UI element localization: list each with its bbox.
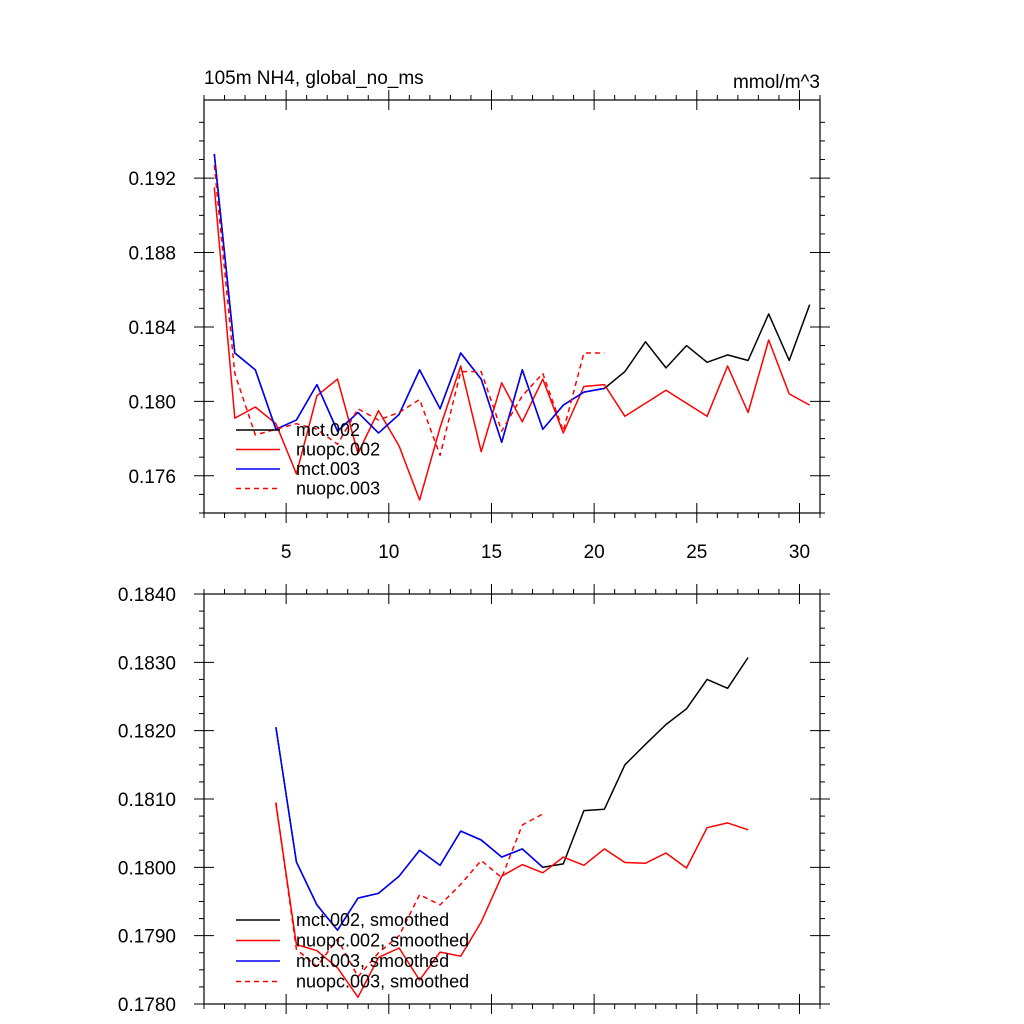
top-plot-area: 5 10 15 20 25 30 0.176 0.180 0.184 0.188 0.192 mct.… [128,90,830,563]
legend-label: nuopc.003, smoothed [296,972,469,992]
y-tick-label: 0.1780 [118,995,176,1016]
x-tick-label: 10 [378,542,399,563]
y-tick-label: 0.1800 [118,858,176,879]
legend-label: nuopc.003 [296,479,380,499]
y-tick-label: 0.1830 [118,653,176,674]
units-label: mmol/m^3 [733,72,820,93]
x-tick-label: 30 [789,542,810,563]
x-tick-label: 5 [281,542,292,563]
series-line [213,187,811,501]
y-tick-label: 0.1840 [118,585,176,606]
y-tick-label: 0.184 [128,318,176,339]
y-tick-label: 0.1810 [118,790,176,811]
y-tick-label: 0.176 [128,467,176,488]
series-line [213,165,605,457]
y-tick-label: 0.1790 [118,927,176,948]
legend-label: mct.003 [296,459,360,479]
legend-label: mct.003, smoothed [296,951,449,971]
series-line [275,727,544,931]
x-tick-label: 15 [481,542,502,563]
series-line [275,803,749,998]
x-tick-label: 20 [584,542,605,563]
top-panel: 105m NH4, global_no_ms mmol/m^3 5 10 15 20 2… [128,68,830,563]
y-tick-label: 0.1820 [118,722,176,743]
legend-label: mct.002, smoothed [296,910,449,930]
chart-title: 105m NH4, global_no_ms [204,68,424,89]
bottom-panel: 0.1780 0.1790 0.1800 0.1810 0.1820 0.1830 0.18… [118,584,830,1016]
series-line [275,802,544,978]
legend-label: nuopc.002 [296,440,380,460]
y-tick-label: 0.188 [128,244,176,265]
x-tick-label: 25 [686,542,707,563]
bottom-plot-area: 0.1780 0.1790 0.1800 0.1810 0.1820 0.1830 0.18… [118,584,830,1016]
legend-label: nuopc.002, smoothed [296,931,469,951]
legend-label: mct.002 [296,420,360,440]
y-tick-label: 0.180 [128,392,176,413]
y-tick-label: 0.192 [128,169,176,190]
